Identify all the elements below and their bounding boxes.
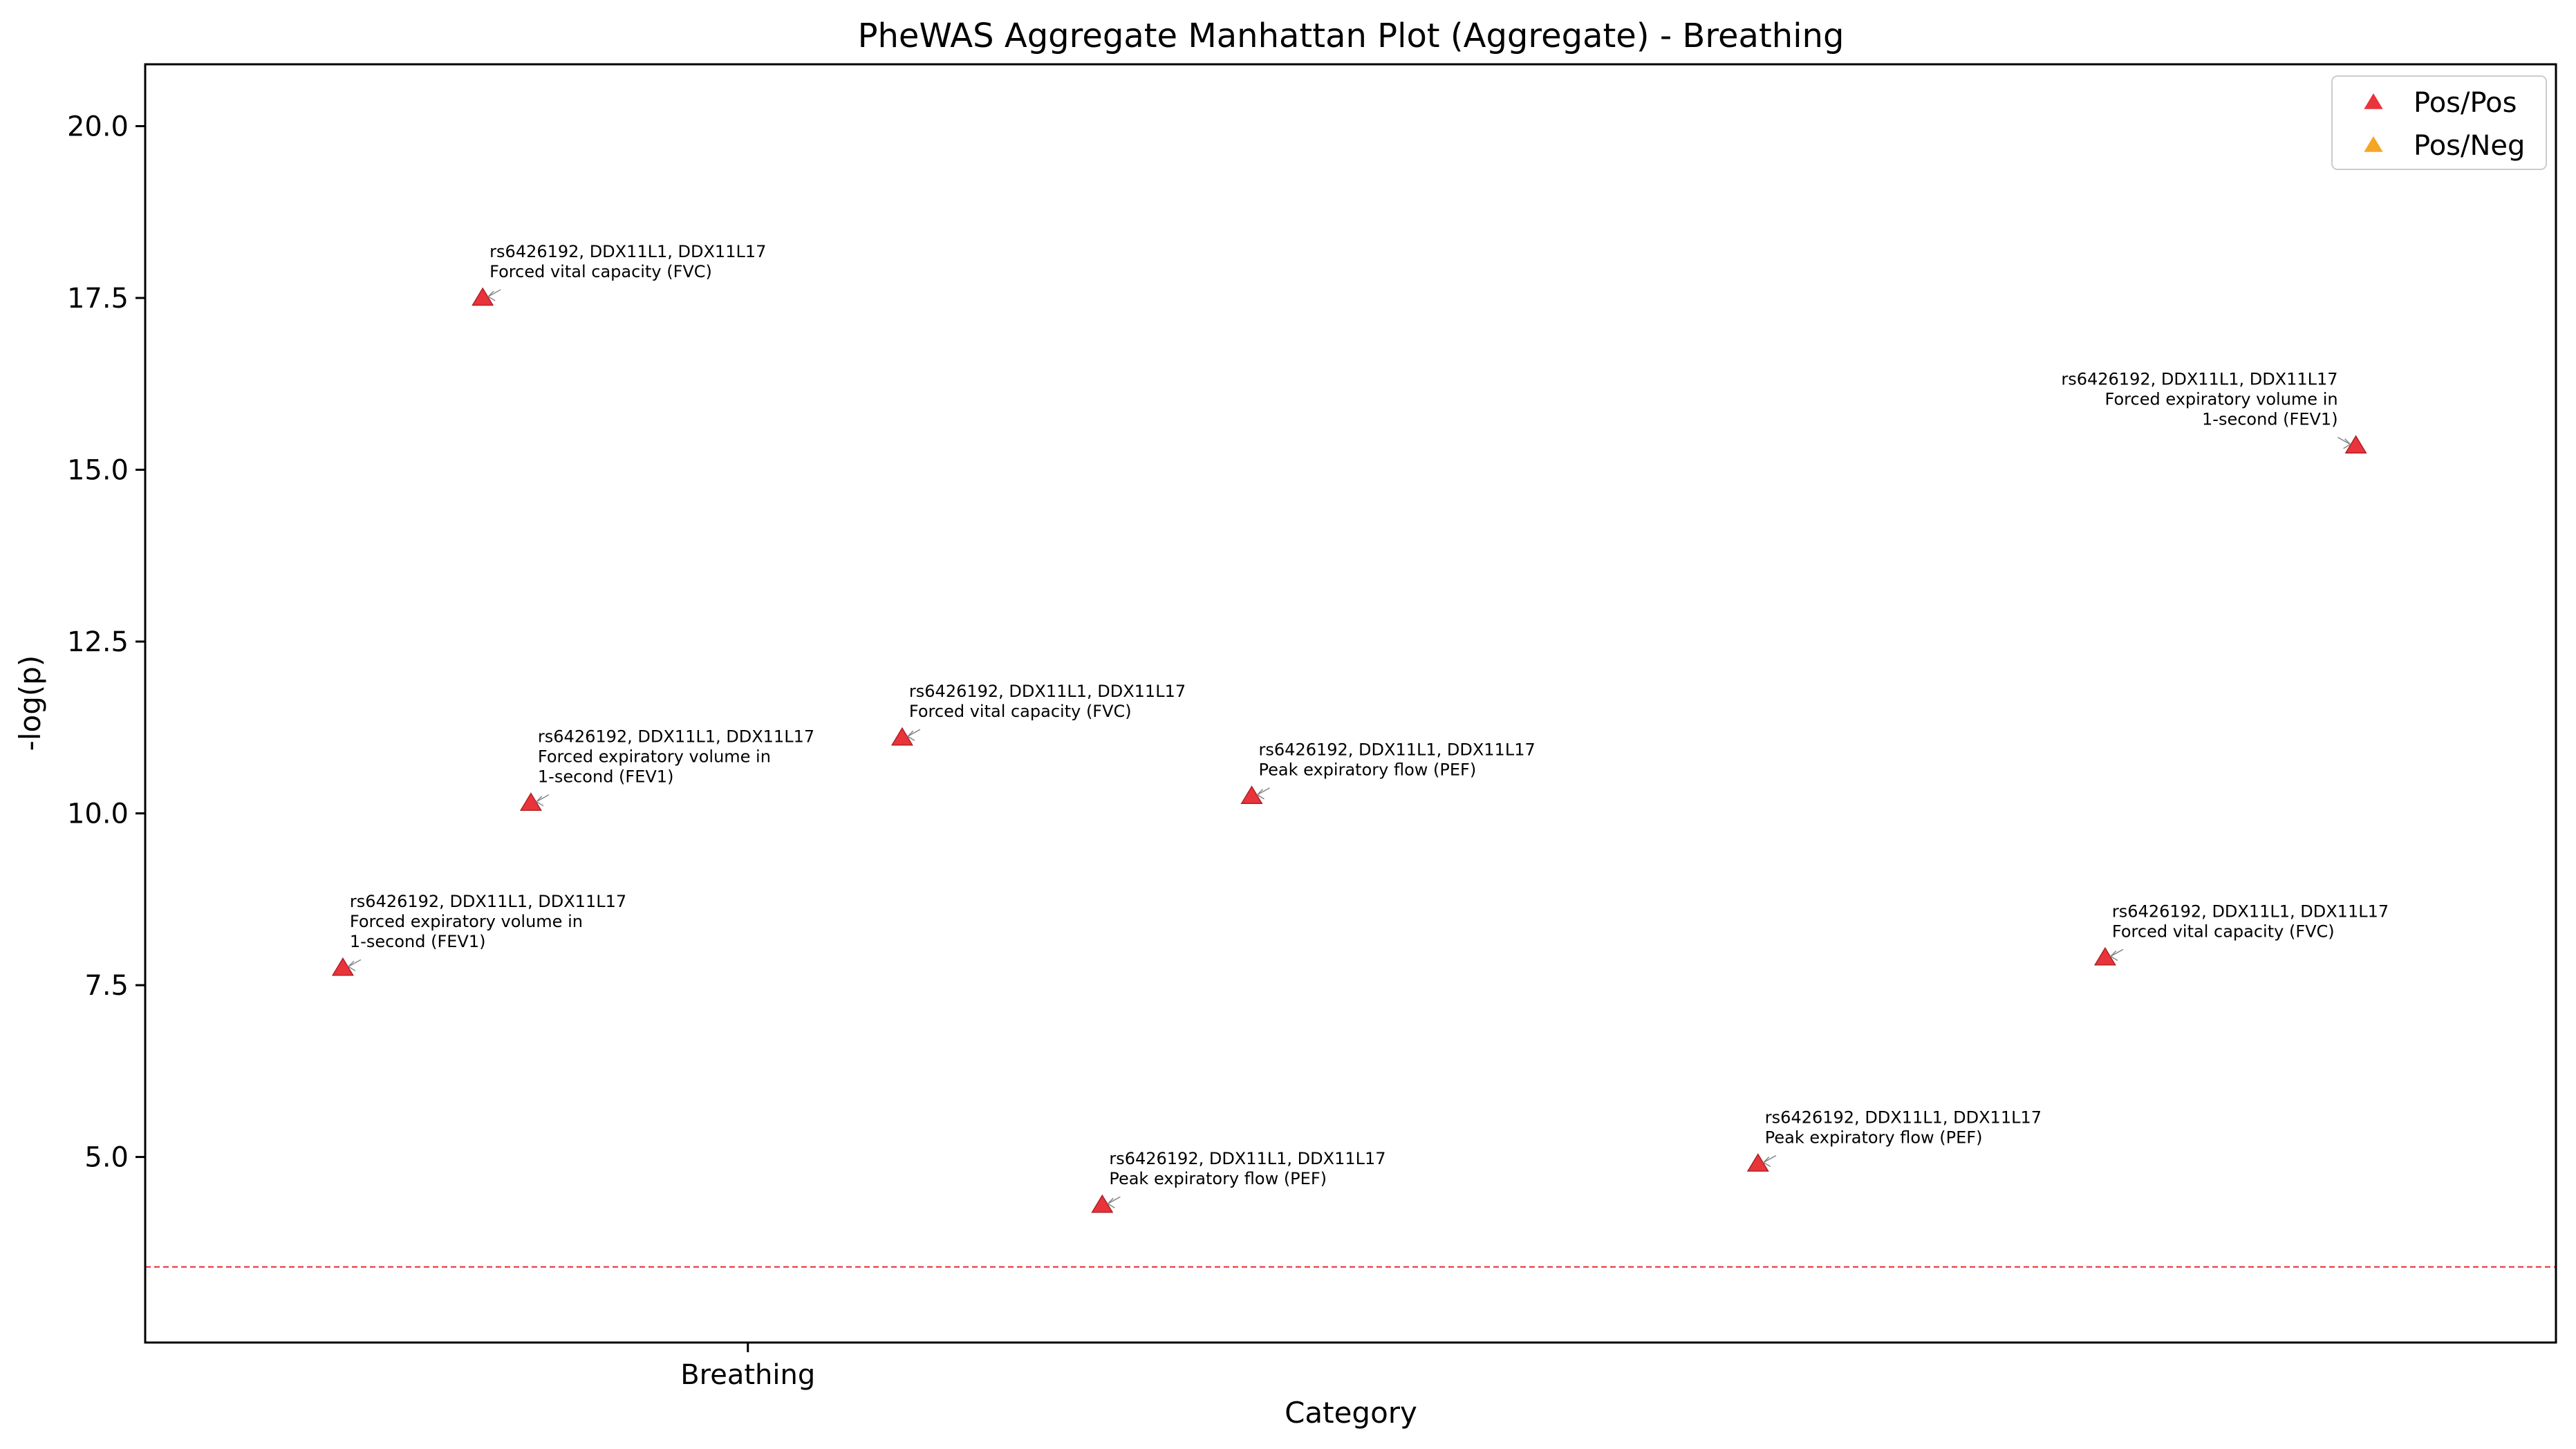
y-tick-label: 7.5: [84, 970, 129, 1002]
annotation-line: rs6426192, DDX11L1, DDX11L17: [909, 682, 1186, 701]
annotation-line: Forced vital capacity (FVC): [2112, 922, 2335, 941]
annotation-arrow: [1763, 1154, 1777, 1163]
annotation-arrowhead: [1762, 1157, 1771, 1168]
y-tick-label: 5.0: [84, 1142, 129, 1174]
y-tick-label: 15.0: [67, 455, 129, 487]
annotation-arrow: [348, 959, 362, 967]
annotation-line: Forced vital capacity (FVC): [909, 702, 1132, 721]
x-axis: Breathing: [680, 1343, 815, 1391]
chart-title: PheWAS Aggregate Manhattan Plot (Aggrega…: [858, 17, 1845, 55]
data-point: [472, 287, 494, 306]
annotation-arrowhead: [1107, 1197, 1115, 1208]
data-point: [2093, 946, 2116, 966]
annotation-line: rs6426192, DDX11L1, DDX11L17: [1109, 1149, 1385, 1168]
data-point: [331, 957, 354, 976]
annotation-arrowhead: [906, 730, 915, 741]
legend-marker: [2364, 136, 2383, 152]
x-axis-label: Category: [1285, 1396, 1417, 1430]
legend-box: [2331, 75, 2547, 170]
point-annotation: rs6426192, DDX11L1, DDX11L17 Peak expirat…: [1259, 740, 1536, 780]
plot-area: rs6426192, DDX11L1, DDX11L17 Forced expir…: [145, 242, 2556, 1268]
point-annotation: rs6426192, DDX11L1, DDX11L17 Forced vital…: [909, 682, 1186, 721]
legend: Pos/Pos Pos/Neg: [2331, 75, 2547, 170]
annotation-arrow: [1107, 1196, 1121, 1204]
point-annotation: rs6426192, DDX11L1, DDX11L17 Forced expir…: [538, 727, 814, 787]
point-annotation: rs6426192, DDX11L1, DDX11L17 Forced expir…: [350, 892, 626, 951]
annotation-line: rs6426192, DDX11L1, DDX11L17: [538, 727, 814, 747]
annotation-line: Forced expiratory volume in: [350, 912, 583, 931]
y-tick-label: 12.5: [67, 626, 129, 658]
annotation-line: 1-second (FEV1): [350, 932, 486, 951]
annotation-line: Peak expiratory flow (PEF): [1259, 760, 1477, 780]
annotation-line: Peak expiratory flow (PEF): [1765, 1128, 1983, 1148]
point-annotation: rs6426192, DDX11L1, DDX11L17 Peak expirat…: [1109, 1149, 1385, 1188]
annotation-line: Forced expiratory volume in: [2105, 390, 2338, 409]
point-annotation: rs6426192, DDX11L1, DDX11L17 Peak expirat…: [1765, 1108, 2042, 1148]
annotation-arrowhead: [535, 796, 544, 807]
y-axis-label: -log(p): [13, 655, 47, 751]
annotation-arrow: [2337, 437, 2351, 445]
point-annotation: rs6426192, DDX11L1, DDX11L17 Forced expir…: [2061, 370, 2337, 429]
data-point: [1091, 1194, 1114, 1213]
annotation-arrowhead: [2343, 438, 2351, 449]
legend-marker: [2364, 93, 2383, 109]
legend-label: Pos/Neg: [2414, 130, 2525, 162]
annotation-arrow: [907, 729, 921, 737]
annotation-line: 1-second (FEV1): [2202, 410, 2338, 429]
annotation-line: Peak expiratory flow (PEF): [1109, 1169, 1327, 1188]
annotation-line: rs6426192, DDX11L1, DDX11L17: [1259, 740, 1536, 760]
annotation-line: rs6426192, DDX11L1, DDX11L17: [489, 242, 766, 261]
point-annotation: rs6426192, DDX11L1, DDX11L17 Forced vital…: [2112, 901, 2389, 941]
annotation-arrow: [2110, 948, 2124, 957]
data-point: [1746, 1153, 1769, 1172]
annotation-arrow: [536, 794, 550, 803]
data-point: [1240, 785, 1263, 804]
y-axis: 5.0 7.5 10.0 12.5 15.0 17.5 20.0: [67, 111, 145, 1174]
annotation-line: rs6426192, DDX11L1, DDX11L17: [2061, 370, 2337, 389]
annotation-line: Forced vital capacity (FVC): [489, 262, 712, 281]
annotation-line: rs6426192, DDX11L1, DDX11L17: [2112, 901, 2389, 921]
plot-frame: [144, 63, 2557, 1344]
annotation-arrowhead: [487, 290, 496, 301]
x-tick-label: Breathing: [680, 1359, 815, 1391]
data-point: [519, 792, 542, 811]
point-annotation: rs6426192, DDX11L1, DDX11L17 Forced vital…: [489, 242, 766, 281]
annotation-arrowhead: [2109, 950, 2118, 961]
annotation-arrow: [487, 289, 501, 297]
annotation-line: 1-second (FEV1): [538, 767, 674, 787]
data-point: [890, 727, 913, 746]
y-tick-label: 10.0: [67, 798, 129, 830]
annotation-arrowhead: [347, 960, 356, 971]
annotation-line: rs6426192, DDX11L1, DDX11L17: [1765, 1108, 2042, 1128]
legend-label: Pos/Pos: [2414, 87, 2517, 119]
annotation-arrow: [1257, 787, 1270, 796]
data-point: [2344, 435, 2367, 454]
annotation-line: rs6426192, DDX11L1, DDX11L17: [350, 892, 626, 911]
annotation-line: Forced expiratory volume in: [538, 747, 771, 767]
y-tick-label: 20.0: [67, 111, 129, 142]
y-tick-label: 17.5: [67, 283, 129, 315]
annotation-arrowhead: [1256, 789, 1264, 800]
